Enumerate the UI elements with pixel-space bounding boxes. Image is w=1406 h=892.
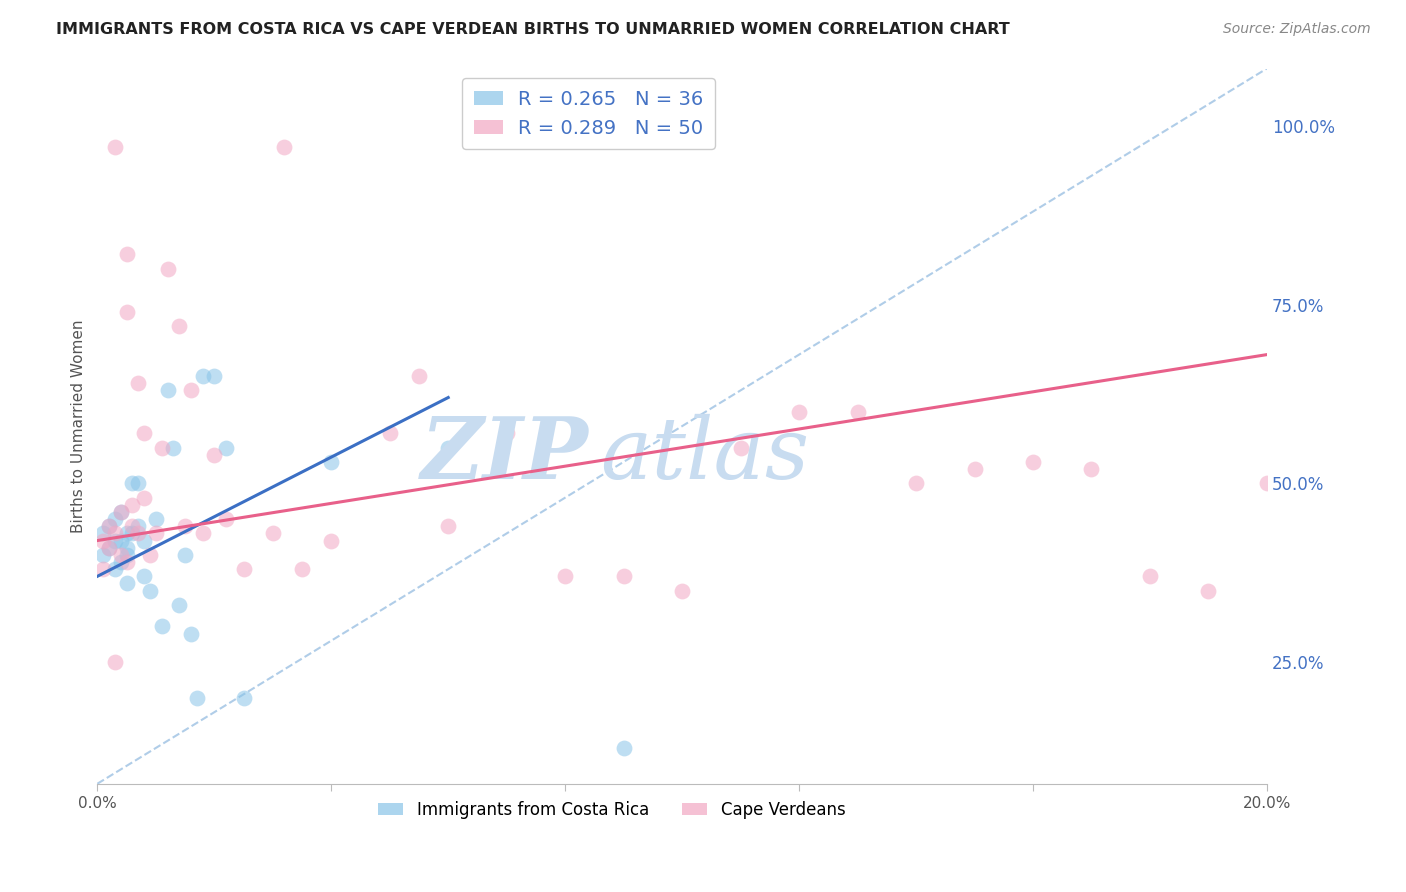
Point xyxy=(156,384,179,398)
Point xyxy=(134,569,156,583)
Point xyxy=(273,140,295,154)
Point xyxy=(104,562,127,576)
Point xyxy=(110,505,132,519)
Point xyxy=(613,741,636,756)
Point xyxy=(1139,569,1161,583)
Point xyxy=(115,526,138,541)
Point xyxy=(730,441,752,455)
Point xyxy=(1080,462,1102,476)
Point xyxy=(202,448,225,462)
Point xyxy=(145,512,167,526)
Point xyxy=(262,526,284,541)
Point xyxy=(98,541,121,555)
Point xyxy=(191,369,214,384)
Point xyxy=(121,498,143,512)
Point xyxy=(127,519,149,533)
Point xyxy=(321,533,343,548)
Point xyxy=(91,562,114,576)
Point xyxy=(787,405,810,419)
Point xyxy=(180,384,202,398)
Point xyxy=(378,426,401,441)
Point xyxy=(121,526,143,541)
Point xyxy=(495,426,517,441)
Point xyxy=(115,541,138,555)
Point xyxy=(162,441,184,455)
Point xyxy=(115,304,138,318)
Point xyxy=(437,441,460,455)
Point xyxy=(139,583,162,598)
Point xyxy=(613,569,636,583)
Point xyxy=(1256,476,1278,491)
Point xyxy=(846,405,869,419)
Point xyxy=(110,533,132,548)
Point xyxy=(291,562,314,576)
Point xyxy=(145,526,167,541)
Point xyxy=(963,462,986,476)
Point xyxy=(127,476,149,491)
Point xyxy=(437,519,460,533)
Point xyxy=(191,526,214,541)
Point xyxy=(104,655,127,669)
Point xyxy=(150,441,173,455)
Point xyxy=(91,533,114,548)
Point xyxy=(121,476,143,491)
Point xyxy=(98,541,121,555)
Point xyxy=(115,548,138,562)
Point xyxy=(134,533,156,548)
Point xyxy=(180,626,202,640)
Point xyxy=(139,548,162,562)
Text: IMMIGRANTS FROM COSTA RICA VS CAPE VERDEAN BIRTHS TO UNMARRIED WOMEN CORRELATION: IMMIGRANTS FROM COSTA RICA VS CAPE VERDE… xyxy=(56,22,1010,37)
Y-axis label: Births to Unmarried Women: Births to Unmarried Women xyxy=(72,319,86,533)
Point xyxy=(110,555,132,569)
Point xyxy=(321,455,343,469)
Point xyxy=(115,555,138,569)
Point xyxy=(215,512,238,526)
Text: Source: ZipAtlas.com: Source: ZipAtlas.com xyxy=(1223,22,1371,37)
Point xyxy=(127,526,149,541)
Legend: Immigrants from Costa Rica, Cape Verdeans: Immigrants from Costa Rica, Cape Verdean… xyxy=(371,794,852,825)
Point xyxy=(215,441,238,455)
Point xyxy=(1197,583,1219,598)
Point xyxy=(104,526,127,541)
Point xyxy=(115,576,138,591)
Point xyxy=(150,619,173,633)
Point xyxy=(121,519,143,533)
Point xyxy=(104,140,127,154)
Point xyxy=(134,491,156,505)
Text: ZIP: ZIP xyxy=(420,413,589,497)
Point xyxy=(186,690,208,705)
Point xyxy=(104,512,127,526)
Point xyxy=(98,519,121,533)
Point xyxy=(134,426,156,441)
Point xyxy=(232,690,254,705)
Point xyxy=(167,598,190,612)
Point xyxy=(174,519,197,533)
Text: atlas: atlas xyxy=(600,413,810,496)
Point xyxy=(554,569,576,583)
Point xyxy=(127,376,149,391)
Point xyxy=(91,526,114,541)
Point xyxy=(202,369,225,384)
Point xyxy=(98,519,121,533)
Point xyxy=(671,583,693,598)
Point xyxy=(174,548,197,562)
Point xyxy=(232,562,254,576)
Point xyxy=(156,261,179,276)
Point xyxy=(1022,455,1045,469)
Point xyxy=(115,247,138,261)
Point xyxy=(91,548,114,562)
Point xyxy=(408,369,430,384)
Point xyxy=(905,476,928,491)
Point xyxy=(104,533,127,548)
Point xyxy=(167,318,190,333)
Point xyxy=(110,548,132,562)
Point xyxy=(110,505,132,519)
